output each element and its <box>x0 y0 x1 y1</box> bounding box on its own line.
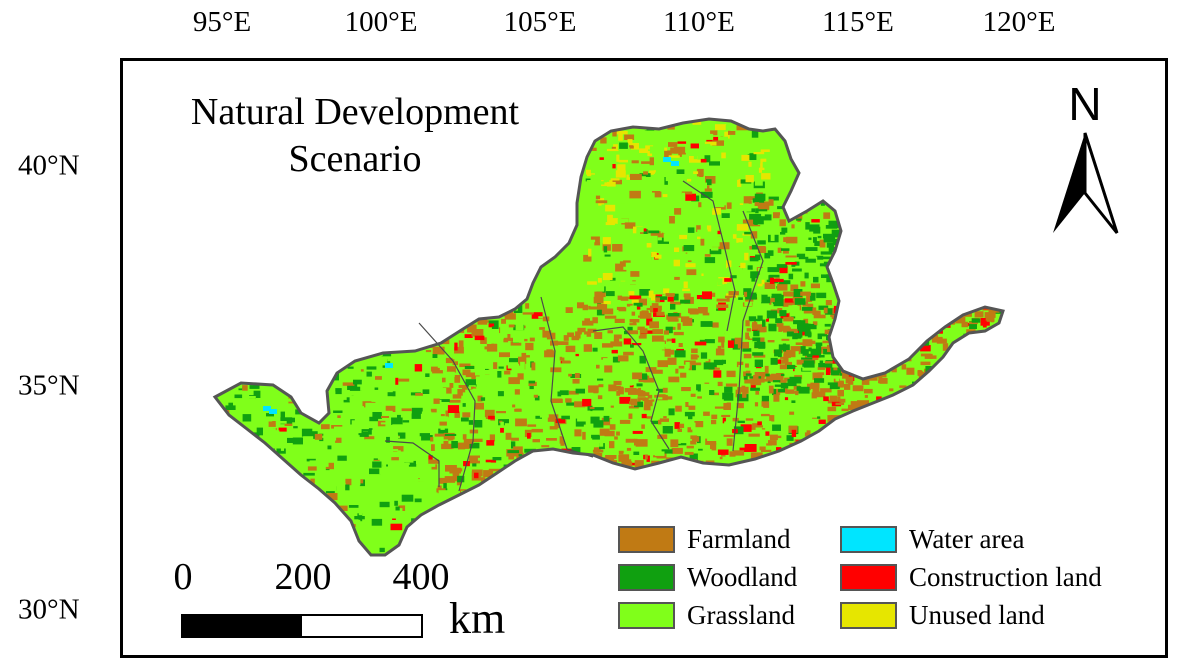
latitude-label-30n: 30°N <box>18 593 80 626</box>
scale-tick-400: 400 <box>392 556 450 598</box>
legend-item-farmland: Farmland <box>618 521 790 557</box>
legend-swatch-construction-land <box>840 563 897 591</box>
legend-label-farmland: Farmland <box>687 523 791 554</box>
land-use-map <box>212 117 1005 557</box>
north-arrow-icon <box>1053 132 1119 234</box>
scale-bar-black-segment <box>183 616 302 636</box>
scale-unit: km <box>449 594 506 643</box>
legend-swatch-unused-land <box>840 601 897 629</box>
legend-label-unused-land: Unused land <box>909 599 1045 630</box>
north-letter: N <box>1068 78 1102 130</box>
scale-tick-0: 0 <box>173 556 193 598</box>
north-arrow: N <box>1045 78 1125 241</box>
map-title-line1: Natural Development <box>190 91 520 133</box>
scale-bar-white-segment <box>302 616 421 636</box>
legend-swatch-woodland <box>618 563 675 591</box>
scale-bar <box>181 614 423 638</box>
longitude-label-105e: 105°E <box>503 6 577 38</box>
legend-label-grassland: Grassland <box>687 599 795 630</box>
map-title: Natural Development Scenario <box>145 89 565 183</box>
legend-swatch-grassland <box>618 601 675 629</box>
map-title-line2: Scenario <box>288 138 422 180</box>
longitude-label-115e: 115°E <box>822 6 894 38</box>
legend-label-construction-land: Construction land <box>909 561 1102 592</box>
legend-item-grassland: Grassland <box>618 597 795 633</box>
legend-swatch-water-area <box>840 525 897 553</box>
legend-item-unused-land: Unused land <box>840 597 1045 633</box>
longitude-label-100e: 100°E <box>344 6 418 38</box>
legend-item-woodland: Woodland <box>618 559 797 595</box>
legend-item-water-area: Water area <box>840 521 1024 557</box>
map-frame: Natural Development Scenario N 0 200 400… <box>120 58 1168 658</box>
legend-swatch-farmland <box>618 525 675 553</box>
legend: Farmland Water area Woodland Constructio… <box>618 521 1148 641</box>
latitude-label-35n: 35°N <box>18 369 80 402</box>
longitude-label-110e: 110°E <box>663 6 735 38</box>
longitude-label-95e: 95°E <box>192 6 252 38</box>
legend-label-woodland: Woodland <box>687 561 798 592</box>
legend-item-construction-land: Construction land <box>840 559 1102 595</box>
legend-label-water-area: Water area <box>909 523 1025 554</box>
latitude-label-40n: 40°N <box>18 149 80 182</box>
scale-tick-200: 200 <box>274 556 332 598</box>
longitude-label-120e: 120°E <box>982 6 1056 38</box>
